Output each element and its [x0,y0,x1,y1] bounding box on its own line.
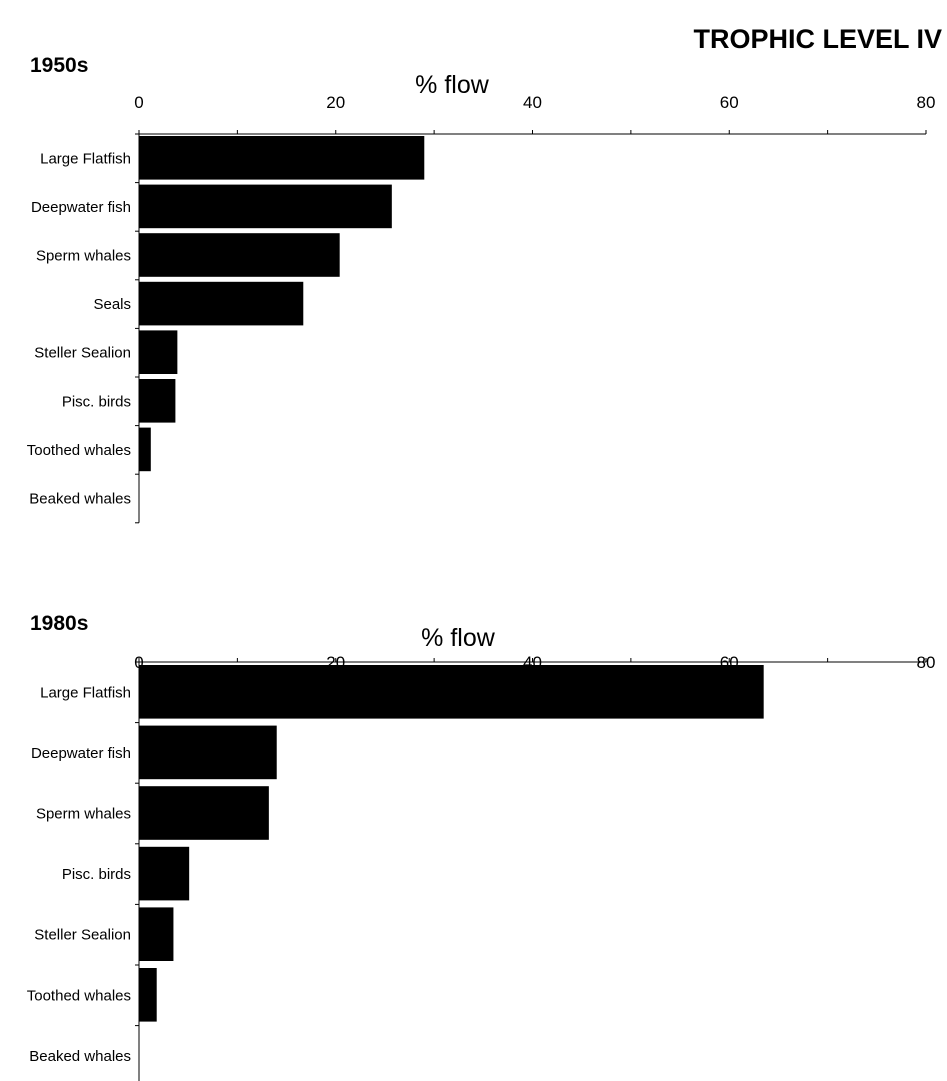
bars-1950s [139,136,425,472]
figure-title: TROPHIC LEVEL IV [693,24,942,54]
bar-1980s [139,968,157,1022]
category-label-1980s: Pisc. birds [62,866,131,883]
panel-title-1980s: 1980s [30,612,88,635]
category-label-1980s: Steller Sealion [34,927,131,944]
bar-1950s [139,184,392,229]
bar-1980s [139,725,277,780]
bar-1950s [139,379,176,423]
x-tick-label-1950s: 0 [134,93,143,112]
x-tick-label-1950s: 60 [720,93,739,112]
category-label-1950s: Sperm whales [36,248,131,265]
category-label-1950s: Toothed whales [27,442,131,459]
bar-1950s [139,281,304,326]
bars-1980s [139,665,764,1022]
panel-title-1950s: 1950s [30,54,88,77]
x-ticks-1950s: 0 20 40 60 80 [134,93,936,524]
category-label-1950s: Pisc. birds [62,393,131,410]
x-tick-label-1950s: 20 [326,93,345,112]
category-label-1980s: Large Flatfish [40,684,131,701]
bar-1950s [139,136,425,180]
category-label-1950s: Seals [93,296,131,313]
x-tick-label-1950s: 80 [917,93,936,112]
chart-1950s: 1950s % flow 0 20 40 60 80 Large Flatfish Dee… [27,54,936,524]
x-axis-label-1980s: % flow [421,624,496,652]
category-labels-1950s: Large Flatfish Deepwater fish Sperm whales… [27,150,131,507]
category-labels-1980s: Large Flatfish Deepwater fish Sperm whales… [27,684,131,1065]
category-label-1950s: Steller Sealion [34,345,131,362]
x-axis-label-1950s: % flow [415,71,490,99]
x-tick-label-1980s: 80 [917,653,936,672]
chart-1980s: 1980s % flow 0 20 40 60 80 Large FlatfishDee… [27,612,936,1081]
bar-1950s [139,330,178,374]
category-label-1950s: Beaked whales [29,491,131,508]
category-label-1980s: Deepwater fish [31,745,131,762]
category-label-1950s: Deepwater fish [31,199,131,216]
bar-1980s [139,665,764,719]
category-label-1980s: Toothed whales [27,987,131,1004]
x-tick-label-1950s: 40 [523,93,542,112]
category-label-1950s: Large Flatfish [40,150,131,167]
bar-1980s [139,907,174,961]
category-label-1980s: Sperm whales [36,806,131,823]
bar-1950s [139,233,340,277]
bar-1980s [139,846,190,901]
category-label-1980s: Beaked whales [29,1048,131,1065]
bar-1980s [139,786,269,840]
bar-1950s [139,427,151,472]
